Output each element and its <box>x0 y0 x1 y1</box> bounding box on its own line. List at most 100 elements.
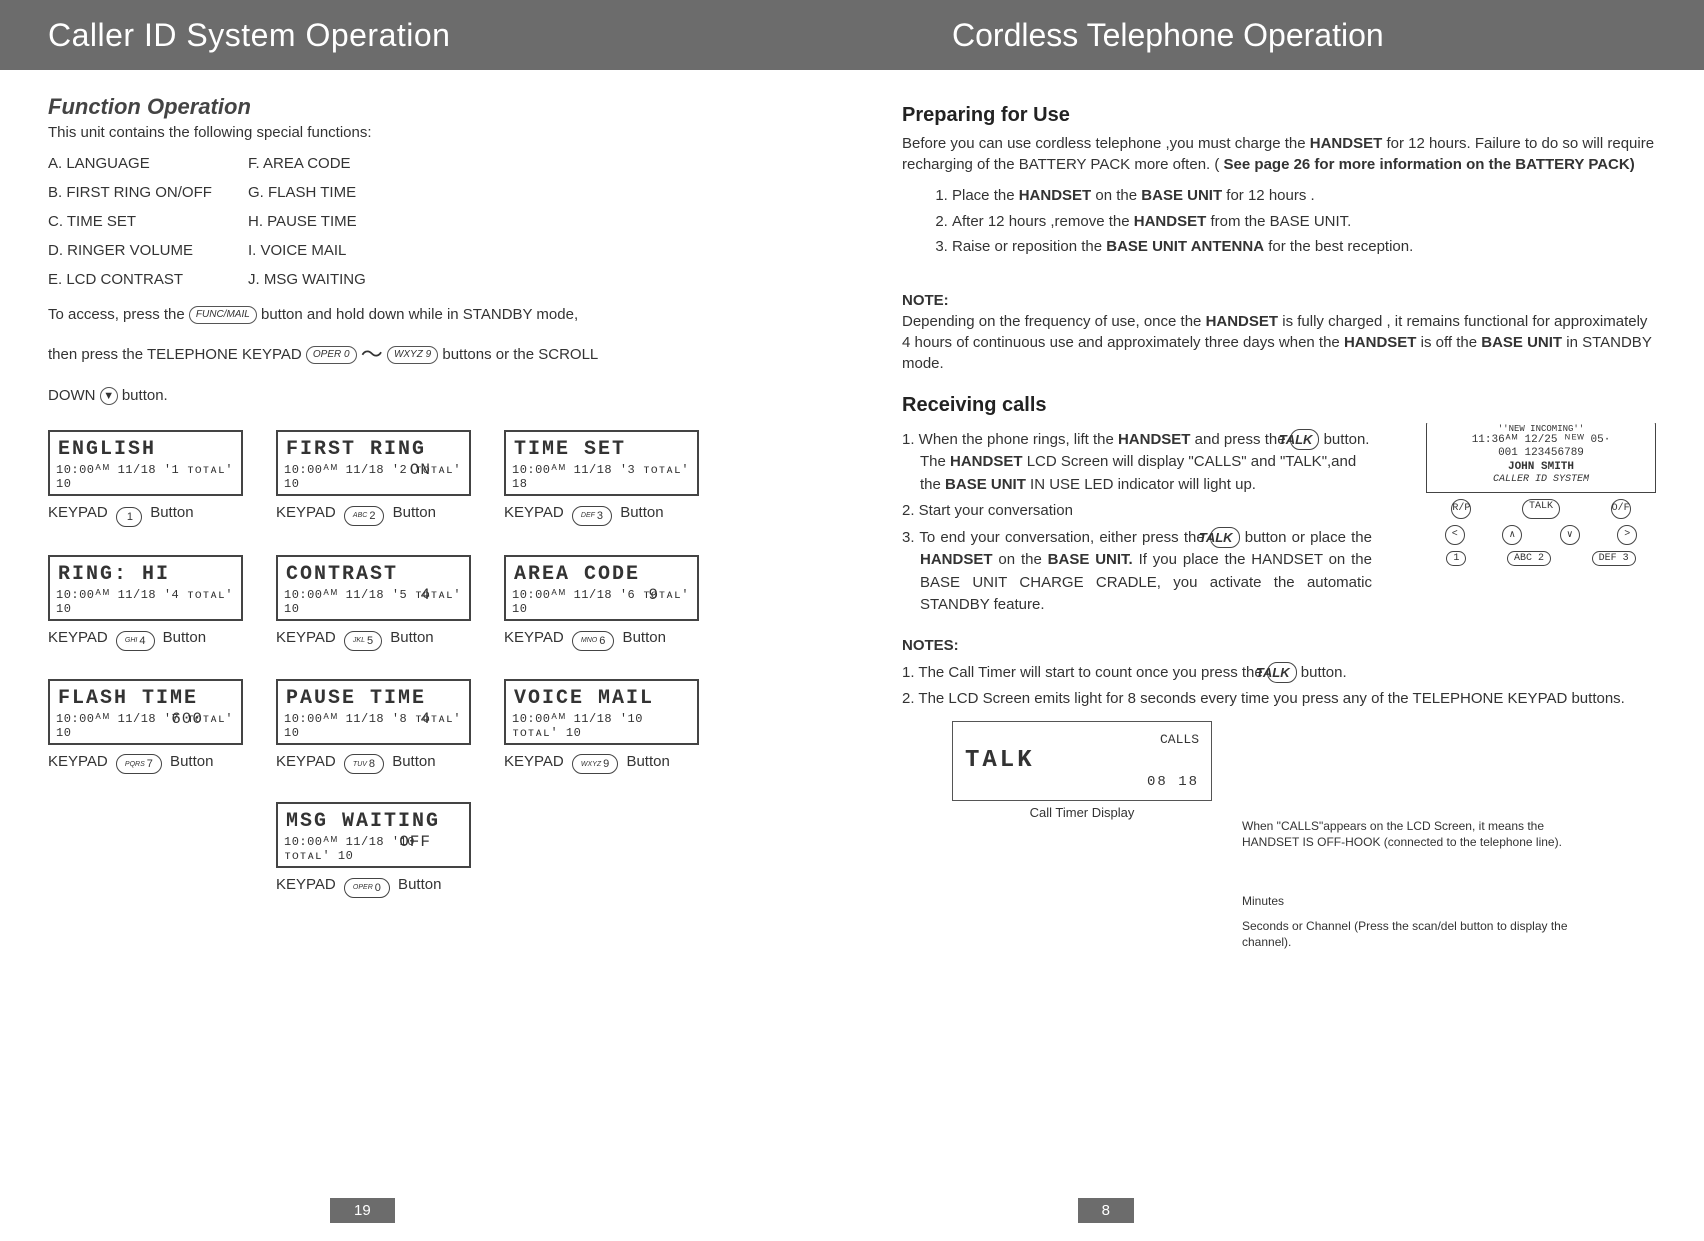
arrow-right-icon: > <box>1617 525 1637 545</box>
keypad-key-3-icon: GHI4 <box>116 631 155 651</box>
keypad-key-7-icon: TUV8 <box>344 754 384 774</box>
access-text-3b: button. <box>122 387 168 404</box>
lcd-title-10: MSG WAITING <box>286 810 461 833</box>
right-page: Preparing for Use Before you can use cor… <box>902 94 1656 898</box>
preparing-title: Preparing for Use <box>902 104 1656 127</box>
lcd-grid: ENGLISH 10:00ᴬᴹ 11/18 '1 ᴛᴏᴛᴀʟ' 10 KEYPA… <box>48 430 802 898</box>
function-list: A. LANGUAGE F. AREA CODE B. FIRST RING O… <box>48 155 802 288</box>
page-number-left: 19 <box>330 1198 395 1223</box>
lcd-status-2: 10:00ᴬᴹ 11/18 '3 ᴛᴏᴛᴀʟ' 18 <box>512 463 691 491</box>
hd-t1: ''NEW INCOMING'' <box>1433 424 1649 435</box>
keypad-key-0-icon: 1 <box>116 507 142 527</box>
scroll-down-icon: ▼ <box>100 387 118 405</box>
n1e: is off the <box>1416 334 1481 351</box>
s2a: After 12 hours ,remove the <box>952 213 1134 230</box>
lcd-cell-4: CONTRAST 4 10:00ᴬᴹ 11/18 '5 ᴛᴏᴛᴀʟ' 10 KE… <box>276 555 476 651</box>
step-3: Raise or reposition the BASE UNIT ANTENN… <box>952 234 1656 260</box>
lcd-box-10: MSG WAITING OFF 10:00ᴬᴹ 11/18 '10 ᴛᴏᴛᴀʟ'… <box>276 802 471 868</box>
key-2-icon: ABC 2 <box>1507 551 1551 566</box>
lcd-title-1: FIRST RING <box>286 438 461 461</box>
ct-caption: Call Timer Display <box>952 805 1212 820</box>
lcd-status-8: 10:00ᴬᴹ 11/18 '10 ᴛᴏᴛᴀʟ' 10 <box>512 712 691 740</box>
lcd-cell-0: ENGLISH 10:00ᴬᴹ 11/18 '1 ᴛᴏᴛᴀʟ' 10 KEYPA… <box>48 430 248 527</box>
r1c: and press the <box>1190 431 1289 448</box>
func-j: J. MSG WAITING <box>248 271 448 288</box>
prep-steps: Place the HANDSET on the BASE UNIT for 1… <box>952 183 1656 260</box>
access-text-1a: To access, press the <box>48 306 189 323</box>
keypad-label-1: KEYPAD ABC2 Button <box>276 504 476 526</box>
lcd-title-2: TIME SET <box>514 438 689 461</box>
nn1talk: TALK <box>1267 662 1297 684</box>
func-h: H. PAUSE TIME <box>248 213 448 230</box>
r1e: HANDSET <box>950 453 1023 470</box>
prep-text-a: Before you can use cordless telephone ,y… <box>902 135 1310 152</box>
handset-row-2: < ∧ ∨ > <box>1426 525 1656 545</box>
notes-list: 1. The Call Timer will start to count on… <box>902 662 1656 711</box>
r1a: 1. When the phone rings, lift the <box>902 431 1118 448</box>
n1f: BASE UNIT <box>1481 334 1562 351</box>
handset-diagram: ''NEW INCOMING'' 11:36ᴬᴹ 12/25 ᴺᴱᵂ 05· 0… <box>1426 423 1656 566</box>
r3talk: TALK <box>1210 527 1240 549</box>
key-3-icon: DEF 3 <box>1592 551 1636 566</box>
lcd-box-5: AREA CODE 9 10:00ᴬᴹ 11/18 '6 ᴛᴏᴛᴀʟ' 10 <box>504 555 699 621</box>
lcd-status-6: 10:00ᴬᴹ 11/18 '7 ᴛᴏᴛᴀʟ' 10 <box>56 712 235 740</box>
lcd-cell-9 <box>48 802 248 898</box>
key-1-icon: 1 <box>1446 551 1466 566</box>
lcd-box-7: PAUSE TIME 4 10:00ᴬᴹ 11/18 '8 ᴛᴏᴛᴀʟ' 10 <box>276 679 471 745</box>
rp-button-icon: R/P <box>1451 499 1471 519</box>
lcd-box-0: ENGLISH 10:00ᴬᴹ 11/18 '1 ᴛᴏᴛᴀʟ' 10 <box>48 430 243 496</box>
func-mail-button-icon: FUNC/MAIL <box>189 306 257 324</box>
r3d: on the <box>993 551 1048 568</box>
n1d: HANDSET <box>1344 334 1417 351</box>
function-operation-title: Function Operation <box>48 94 802 120</box>
call-timer-display: CALLS TALK 08 18 <box>952 721 1212 801</box>
keypad-label-7: KEYPAD TUV8 Button <box>276 753 476 775</box>
lcd-title-4: CONTRAST <box>286 563 461 586</box>
func-a: A. LANGUAGE <box>48 155 248 172</box>
keypad-key-6-icon: PQRS7 <box>116 754 162 774</box>
lcd-title-5: AREA CODE <box>514 563 689 586</box>
note-block: NOTE: Depending on the frequency of use,… <box>902 290 1656 374</box>
s1b: HANDSET <box>1019 187 1092 204</box>
r3a: 3. To end your conversation, either pres… <box>902 529 1210 546</box>
s1c: on the <box>1091 187 1141 204</box>
lcd-cell-5: AREA CODE 9 10:00ᴬᴹ 11/18 '6 ᴛᴏᴛᴀʟ' 10 K… <box>504 555 704 651</box>
ct-calls: CALLS <box>965 732 1199 747</box>
lcd-status-4: 10:00ᴬᴹ 11/18 '5 ᴛᴏᴛᴀʟ' 10 <box>284 588 463 616</box>
keypad-key-10-icon: OPER0 <box>344 878 390 898</box>
arrow-left-icon: < <box>1445 525 1465 545</box>
lcd-box-8: VOICE MAIL 10:00ᴬᴹ 11/18 '10 ᴛᴏᴛᴀʟ' 10 <box>504 679 699 745</box>
r3e: BASE UNIT. <box>1048 551 1133 568</box>
access-text-2a: then press the TELEPHONE KEYPAD <box>48 346 306 363</box>
preparing-paragraph: Before you can use cordless telephone ,y… <box>902 133 1656 175</box>
prep-seepage: See page 26 for more information on the … <box>1224 156 1635 173</box>
recv-step-3: 3. To end your conversation, either pres… <box>902 527 1372 617</box>
ct-time: 08 18 <box>965 774 1199 790</box>
keypad-label-3: KEYPAD GHI4 Button <box>48 629 248 651</box>
notes-1: 1. The Call Timer will start to count on… <box>902 662 1656 685</box>
annotation-minutes: Minutes <box>1242 894 1582 910</box>
keypad-label-0: KEYPAD 1 Button <box>48 504 248 527</box>
keypad-label-10: KEYPAD OPER0 Button <box>276 876 476 898</box>
talk-button-icon: TALK <box>1522 499 1560 519</box>
receiving-calls-title: Receiving calls <box>902 394 1656 417</box>
ct-talk: TALK <box>965 747 1199 774</box>
keypad-key-1-icon: ABC2 <box>344 506 385 526</box>
lcd-cell-3: RING: HI 10:00ᴬᴹ 11/18 '4 ᴛᴏᴛᴀʟ' 10 KEYP… <box>48 555 248 651</box>
nn1a: 1. The Call Timer will start to count on… <box>902 664 1267 681</box>
keypad-label-2: KEYPAD DEF3 Button <box>504 504 704 526</box>
arrow-down-icon: ∨ <box>1560 525 1580 545</box>
lcd-cell-7: PAUSE TIME 4 10:00ᴬᴹ 11/18 '8 ᴛᴏᴛᴀʟ' 10 … <box>276 679 476 775</box>
lcd-cell-10: MSG WAITING OFF 10:00ᴬᴹ 11/18 '10 ᴛᴏᴛᴀʟ'… <box>276 802 476 898</box>
lcd-cell-1: FIRST RING ON 10:00ᴬᴹ 11/18 '2 ᴛᴏᴛᴀʟ' 10… <box>276 430 476 527</box>
hd-t3: 001 123456789 <box>1433 447 1649 460</box>
arrow-up-icon: ∧ <box>1502 525 1522 545</box>
lcd-title-0: ENGLISH <box>58 438 233 461</box>
prep-handset: HANDSET <box>1310 135 1383 152</box>
handset-row-3: 1 ABC 2 DEF 3 <box>1426 551 1656 566</box>
header-bar: Caller ID System Operation Cordless Tele… <box>0 0 1704 70</box>
lcd-title-7: PAUSE TIME <box>286 687 461 710</box>
note-label: NOTE: <box>902 290 1656 311</box>
r1g: BASE UNIT <box>945 476 1026 493</box>
lcd-title-8: VOICE MAIL <box>514 687 689 710</box>
